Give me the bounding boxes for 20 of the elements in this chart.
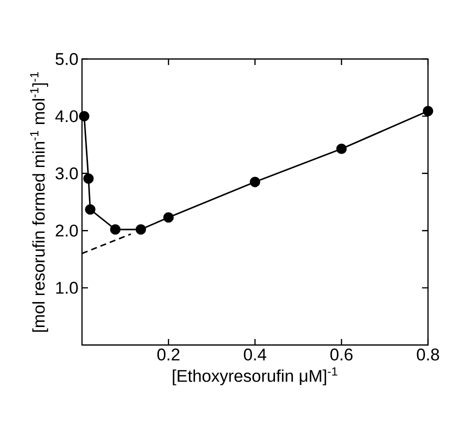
y-tick-label: 5.0	[56, 53, 78, 65]
y-tick-label: 4.0	[55, 110, 78, 122]
point	[136, 224, 146, 235]
point	[250, 176, 260, 188]
point	[336, 144, 347, 154]
x-tick-label: 0.4	[244, 348, 266, 361]
point	[84, 204, 96, 215]
point	[163, 212, 174, 223]
y-tick-label: 1.0	[56, 282, 78, 294]
y-tick-label: 3.0	[56, 167, 78, 180]
point	[422, 106, 434, 116]
point	[110, 224, 121, 235]
x-tick-label: 0.8	[416, 348, 440, 361]
x-tick-label: 0.2	[157, 348, 180, 361]
x-axis-title: [Ethoxyresorufin μM]$^{-1}$	[172, 367, 338, 386]
point	[83, 173, 94, 184]
x-tick-label: 0.6	[330, 348, 353, 361]
y-tick-label: 2.0	[56, 224, 78, 237]
y-axis-title: [mol resorufin formed min$^{-1}$ mol$^{-1}$]$^{-1}$	[30, 72, 48, 332]
point	[78, 110, 90, 122]
